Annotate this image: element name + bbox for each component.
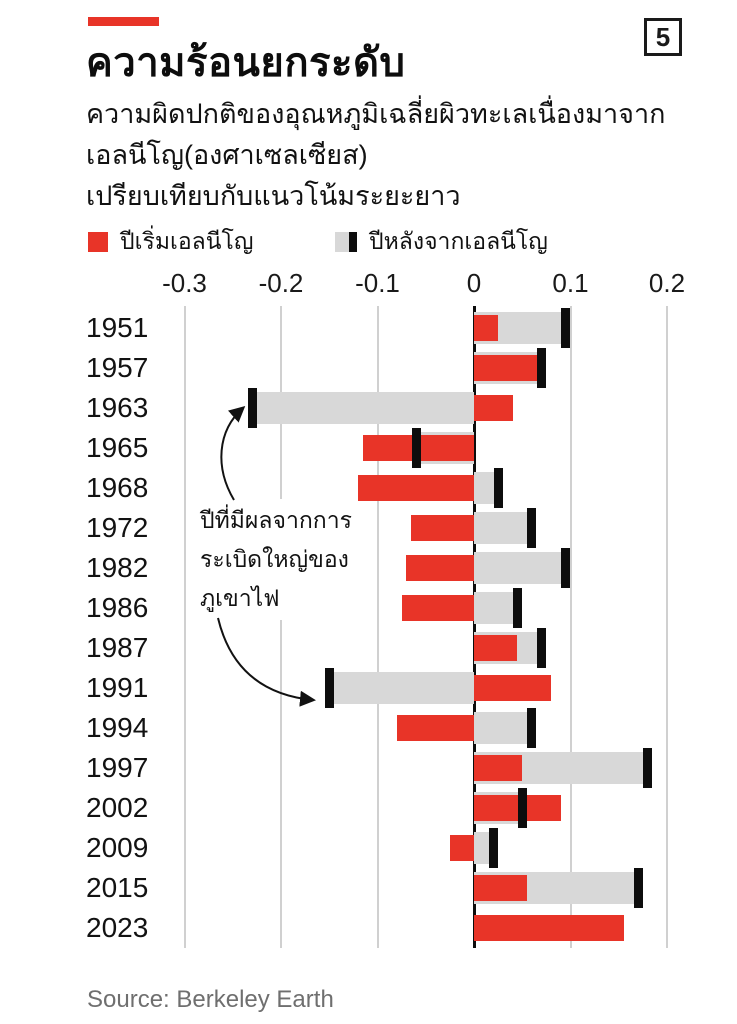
end-marker-1987 (537, 628, 547, 668)
year-label: 2002 (86, 792, 149, 823)
subtitle-line: เปรียบเทียบกับแนวโน้มระยะยาว (86, 181, 461, 211)
subtitle-line: เอลนีโญ(องศาเซลเซียส) (86, 140, 368, 170)
bar-start-2002 (474, 795, 561, 821)
gridline (183, 306, 186, 948)
bar-after-1986 (474, 592, 518, 624)
gray-swatch-icon (335, 232, 357, 252)
end-marker-1994 (527, 708, 537, 748)
x-axis-tick-label: 0 (466, 268, 482, 298)
source-credit: Source: Berkeley Earth (87, 986, 334, 1013)
black-tick-icon (349, 232, 357, 252)
year-label: 1965 (86, 432, 149, 463)
bar-after-2009 (474, 832, 494, 864)
year-label: 1957 (86, 352, 149, 383)
year-label: 1968 (86, 472, 149, 503)
bar-start-2009 (449, 835, 474, 861)
end-marker-1991 (324, 668, 334, 708)
subtitle-line: ความผิดปกติของอุณหภูมิเฉลี่ยผิวทะเลเนื่อ… (86, 99, 666, 129)
bar-after-1982 (474, 552, 566, 584)
gridline (666, 306, 668, 948)
year-label: 2009 (86, 832, 149, 863)
end-marker-2002 (517, 788, 527, 828)
bar-start-1986 (401, 595, 474, 621)
year-label: 1951 (86, 312, 149, 343)
bar-start-1991 (474, 675, 552, 701)
bar-start-2015 (474, 875, 528, 901)
year-label: 1982 (86, 552, 149, 583)
page-title: ความร้อนยกระดับ (86, 41, 406, 85)
annotation-line: ระเบิดใหญ่ของ (200, 546, 349, 572)
legend: ปีเริ่มเอลนีโญ ปีหลังจากเอลนีโญ (88, 224, 648, 254)
legend-label-after-year: ปีหลังจากเอลนีโญ (369, 228, 548, 254)
volcano-annotation: ปีที่มีผลจากการ ระเบิดใหญ่ของ ภูเขาไฟ (197, 499, 359, 620)
end-marker-1965 (411, 428, 421, 468)
bar-start-1951 (474, 315, 499, 341)
bar-start-2023 (474, 915, 624, 941)
end-marker-1951 (561, 308, 571, 348)
x-axis-tick-label: 0.2 (648, 268, 686, 298)
bar-start-1957 (474, 355, 537, 381)
chart-subtitle: ความผิดปกติของอุณหภูมิเฉลี่ยผิวทะเลเนื่อ… (86, 94, 666, 217)
bar-after-1963 (252, 392, 474, 424)
legend-label-start-year: ปีเริ่มเอลนีโญ (120, 228, 254, 254)
red-swatch-icon (88, 232, 108, 252)
end-marker-1986 (512, 588, 522, 628)
end-marker-1982 (561, 548, 571, 588)
year-label: 1986 (86, 592, 149, 623)
gridline (569, 306, 572, 948)
bar-after-1972 (474, 512, 532, 544)
zero-axis-line (472, 306, 476, 948)
x-axis-tick-label: -0.2 (258, 268, 304, 298)
end-marker-2015 (633, 868, 643, 908)
year-label: 1972 (86, 512, 149, 543)
x-axis-tick-label: 0.1 (552, 268, 589, 298)
bar-start-1972 (411, 515, 474, 541)
x-axis-tick-label: -0.1 (355, 268, 400, 298)
end-marker-1963 (247, 388, 257, 428)
bar-start-1968 (358, 475, 474, 501)
end-marker-1957 (537, 348, 547, 388)
end-marker-2009 (488, 828, 498, 868)
year-label: 1994 (86, 712, 149, 743)
accent-bar (88, 17, 159, 26)
end-marker-1968 (493, 468, 503, 508)
legend-item-after-year: ปีหลังจากเอลนีโญ (335, 224, 548, 260)
bar-start-1987 (474, 635, 518, 661)
bar-start-1982 (406, 555, 474, 581)
bar-start-1963 (474, 395, 513, 421)
gridline (376, 306, 379, 948)
end-marker-1972 (527, 508, 537, 548)
bar-after-1994 (474, 712, 532, 744)
figure-number-badge: 5 (644, 18, 682, 56)
bar-start-1994 (396, 715, 474, 741)
annotation-line: ปีที่มีผลจากการ (200, 507, 353, 533)
figure-number: 5 (655, 21, 671, 52)
bar-after-1991 (329, 672, 474, 704)
year-label: 2023 (86, 912, 149, 943)
year-label: 1987 (86, 632, 149, 663)
year-label: 1991 (86, 672, 149, 703)
year-label: 2015 (86, 872, 149, 903)
x-axis-tick-label: -0.3 (162, 268, 207, 298)
year-label: 1963 (86, 392, 149, 423)
end-marker-1997 (643, 748, 653, 788)
annotation-line: ภูเขาไฟ (200, 585, 280, 611)
bar-start-1997 (474, 755, 523, 781)
year-label: 1997 (86, 752, 149, 783)
legend-item-start-year: ปีเริ่มเอลนีโญ (88, 224, 253, 260)
